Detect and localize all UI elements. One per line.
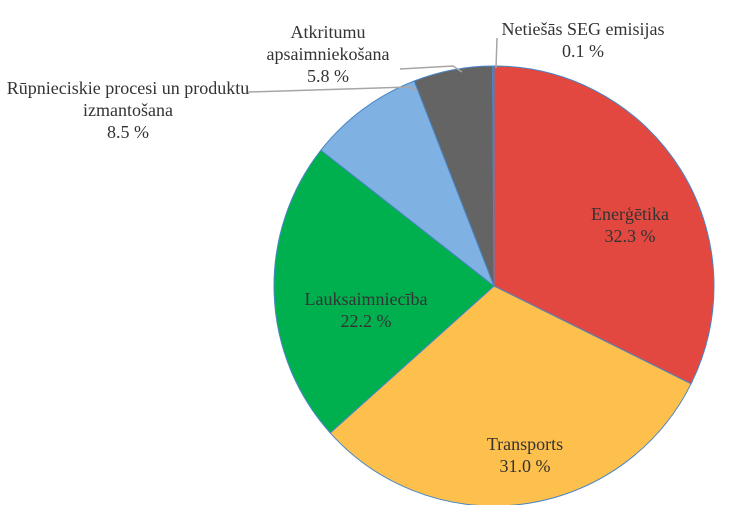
pie-slice (273, 149, 495, 434)
slice-label: Enerģētika 32.3 % (550, 203, 710, 247)
category-name: Lauksaimniecība (304, 289, 428, 309)
value-label: 22.2 % (340, 311, 392, 331)
leader-line (399, 65, 463, 73)
category-name: Atkritumu apsaimniekošana (266, 22, 390, 64)
category-name: Transports (486, 434, 564, 454)
leader-line (247, 86, 419, 93)
value-label: 32.3 % (604, 226, 656, 246)
pie-slice (493, 65, 715, 385)
pie-slice (320, 80, 496, 288)
pie-slice (492, 65, 495, 287)
slice-label: Rūpnieciskie procesi un produktu izmanto… (3, 77, 253, 143)
pie-slice (329, 285, 692, 505)
value-label: 5.8 % (307, 66, 349, 86)
category-name: Netiešās SEG emisijas (501, 19, 665, 39)
slice-label: Atkritumu apsaimniekošana 5.8 % (253, 21, 403, 87)
slice-label: Netiešās SEG emisijas 0.1 % (493, 18, 673, 62)
slice-label: Transports 31.0 % (445, 433, 605, 477)
value-label: 31.0 % (499, 456, 551, 476)
value-label: 0.1 % (562, 41, 604, 61)
slice-label: Lauksaimniecība 22.2 % (276, 288, 456, 332)
leader-line (495, 37, 498, 69)
category-name: Rūpnieciskie procesi un produktu izmanto… (6, 78, 250, 120)
category-name: Enerģētika (591, 204, 669, 224)
value-label: 8.5 % (107, 122, 149, 142)
